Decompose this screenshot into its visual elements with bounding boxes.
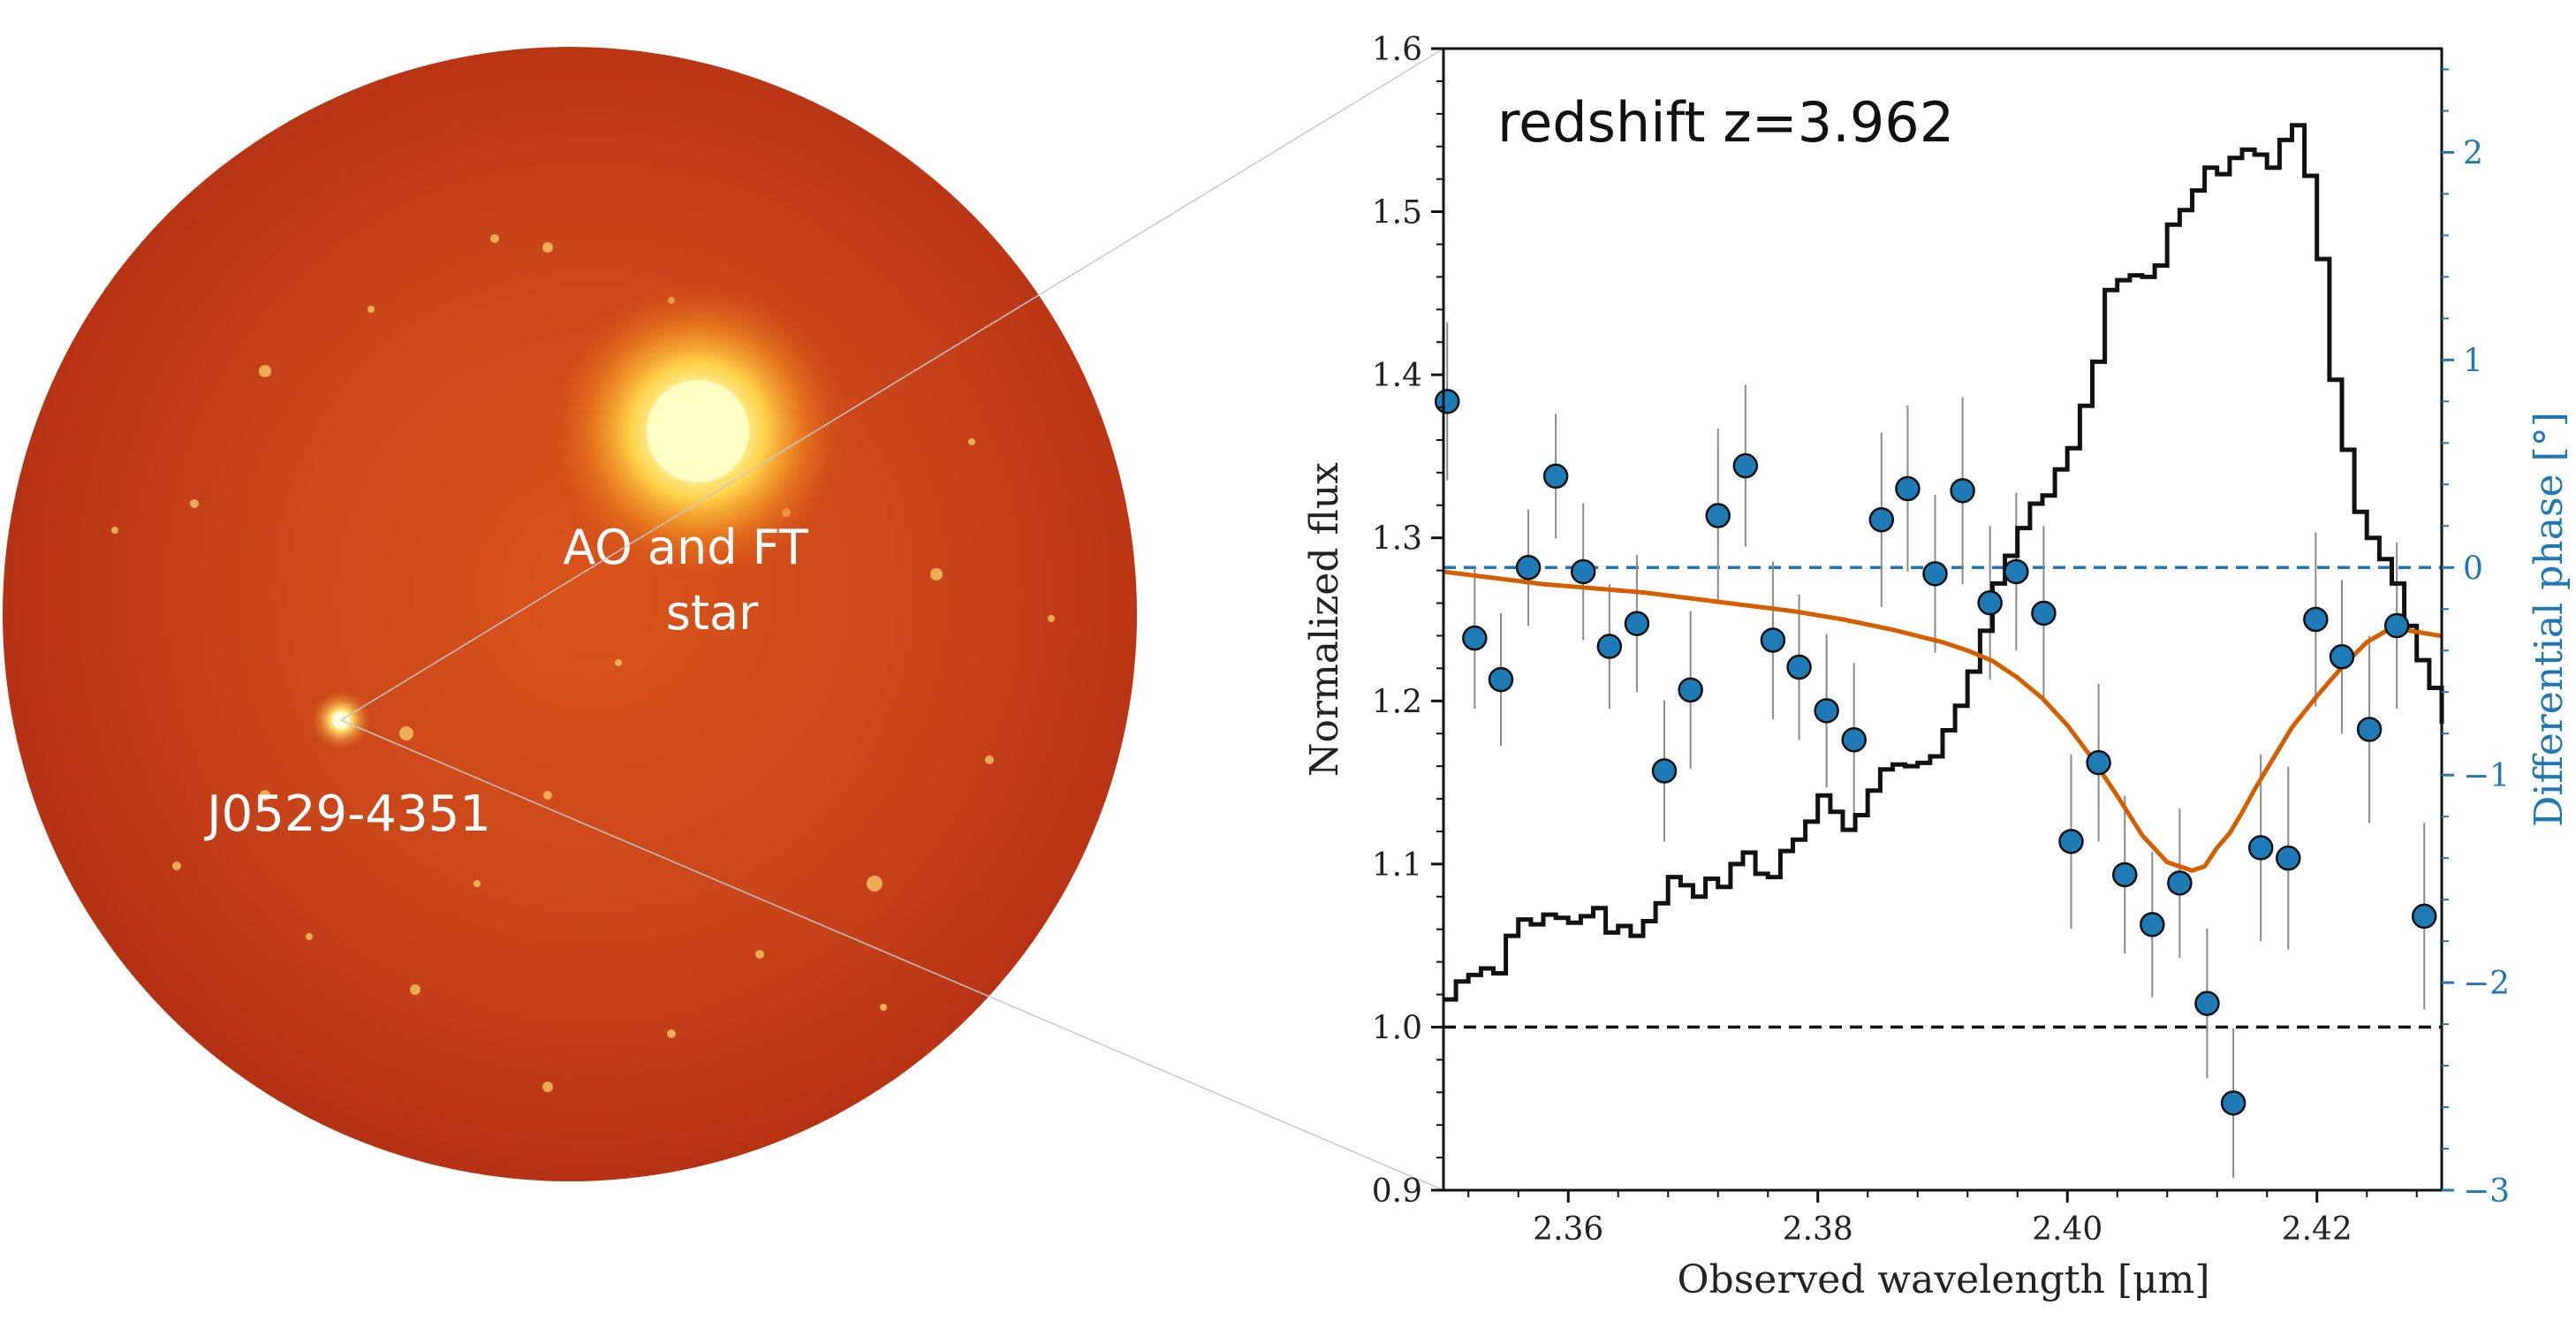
y2-tick-label: −3: [2463, 1173, 2510, 1210]
field-star: [867, 876, 883, 892]
field-star: [172, 862, 181, 870]
field-star: [260, 790, 270, 801]
y2-tick-label: −1: [2463, 758, 2510, 794]
model-fit-line: [1443, 569, 2443, 873]
phase-point: [1732, 452, 1759, 479]
phase-point: [2167, 870, 2193, 896]
phase-point: [1977, 589, 2003, 616]
zoom-line-bottom: [340, 719, 1444, 1191]
y-tick-label: 1.0: [1372, 1010, 1422, 1046]
field-stars: [111, 234, 1055, 1092]
field-star: [474, 880, 481, 887]
phase-point: [1786, 654, 1812, 680]
x-tick-label: 2.38: [1783, 1211, 1853, 1248]
star-label-line1: AO and FT: [563, 520, 809, 575]
phase-point: [1462, 625, 1488, 651]
phase-point: [2058, 829, 2084, 854]
phase-point: [1542, 463, 1569, 490]
y2-tick-label: 0: [2463, 550, 2483, 587]
phase-point: [1488, 666, 1514, 693]
field-star: [968, 438, 975, 445]
y-tick-label: 1.4: [1372, 358, 1422, 394]
phase-points: [1434, 389, 2437, 1116]
phase-point: [1624, 611, 1650, 636]
field-star: [490, 234, 499, 243]
y2-tick-label: 2: [2463, 135, 2483, 171]
phase-point: [1814, 698, 1839, 724]
phase-point: [1760, 627, 1786, 653]
phase-point: [1434, 389, 1460, 414]
field-image: AO and FT star J0529-4351: [3, 47, 1137, 1181]
phase-point: [1570, 558, 1596, 585]
field-star: [615, 659, 622, 666]
phase-point: [1678, 677, 1703, 703]
phase-point: [2411, 903, 2437, 930]
phase-point: [1651, 758, 1678, 784]
zoom-line-top: [340, 48, 1444, 721]
axes: 2.36 2.38 2.40 2.42 0.9 1.0 1.1 1.2 1.3 1.4 1.5 1.6…: [1372, 32, 2510, 1248]
field-star: [543, 791, 552, 800]
phase-point: [2356, 717, 2383, 742]
target-label: J0529-4351: [204, 786, 491, 843]
phase-point: [2086, 749, 2111, 776]
field-star: [1048, 615, 1055, 622]
field-star: [667, 1029, 676, 1038]
plot-area: [1443, 49, 2442, 1190]
phase-point: [2220, 1090, 2246, 1116]
x-axis-label: Observed wavelength [μm]: [1677, 1257, 2209, 1302]
phase-point: [2247, 835, 2274, 861]
x-tick-label: 2.36: [1533, 1211, 1603, 1248]
x-tick-label: 2.42: [2282, 1211, 2352, 1248]
y2-tick-label: 1: [2463, 343, 2483, 379]
phase-point: [2383, 612, 2410, 639]
field-star: [111, 527, 118, 534]
phase-point: [2276, 845, 2301, 871]
y2-axis-label: Differential phase [°]: [2527, 412, 2572, 827]
bright-star-core: [647, 380, 749, 482]
field-star: [542, 1082, 553, 1092]
phase-point: [1868, 506, 1895, 533]
phase-point: [1922, 561, 1948, 587]
phase-point: [1515, 555, 1542, 581]
star-label-line2: star: [666, 585, 759, 641]
y-tick-label: 1.1: [1372, 847, 1422, 884]
y-tick-label: 1.5: [1372, 195, 1422, 232]
phase-point: [2004, 558, 2029, 585]
y-axis-label: Normalized flux: [1302, 462, 1347, 777]
plot-frame: [1442, 47, 2443, 1192]
y-tick-label: 1.6: [1372, 32, 1422, 68]
phase-point: [1841, 726, 1867, 753]
redshift-annotation: redshift z=3.962: [1497, 90, 1954, 155]
field-star: [542, 242, 553, 253]
field-disk: [3, 47, 1137, 1181]
phase-point: [2194, 991, 2220, 1016]
field-star: [190, 499, 199, 508]
phase-point: [1950, 478, 1975, 504]
x-tick-label: 2.40: [2032, 1211, 2102, 1248]
field-star: [755, 950, 764, 959]
field-star: [880, 1004, 887, 1011]
spectrum-chart: 2.36 2.38 2.40 2.42 0.9 1.0 1.1 1.2 1.3 1.4 1.5 1.6…: [1302, 32, 2572, 1302]
y-tick-label: 1.2: [1372, 684, 1422, 720]
field-star: [930, 568, 943, 581]
field-star: [410, 984, 420, 995]
field-star: [985, 755, 994, 764]
field-star: [399, 726, 413, 740]
phase-point: [2329, 644, 2355, 670]
phase-point: [2111, 862, 2138, 888]
field-star: [367, 306, 375, 313]
phase-point: [1705, 503, 1731, 528]
y2-tick-label: −2: [2463, 966, 2510, 1002]
field-star: [306, 933, 313, 940]
y-tick-label: 1.3: [1372, 521, 1422, 558]
phase-point: [2031, 600, 2057, 626]
phase-point: [2140, 912, 2165, 937]
phase-point: [2303, 606, 2329, 633]
phase-point: [1895, 475, 1921, 502]
y-tick-label: 0.9: [1372, 1173, 1422, 1210]
field-star: [259, 365, 271, 377]
phase-point: [1596, 634, 1623, 659]
flux-spectrum-line: [1443, 123, 2444, 1002]
